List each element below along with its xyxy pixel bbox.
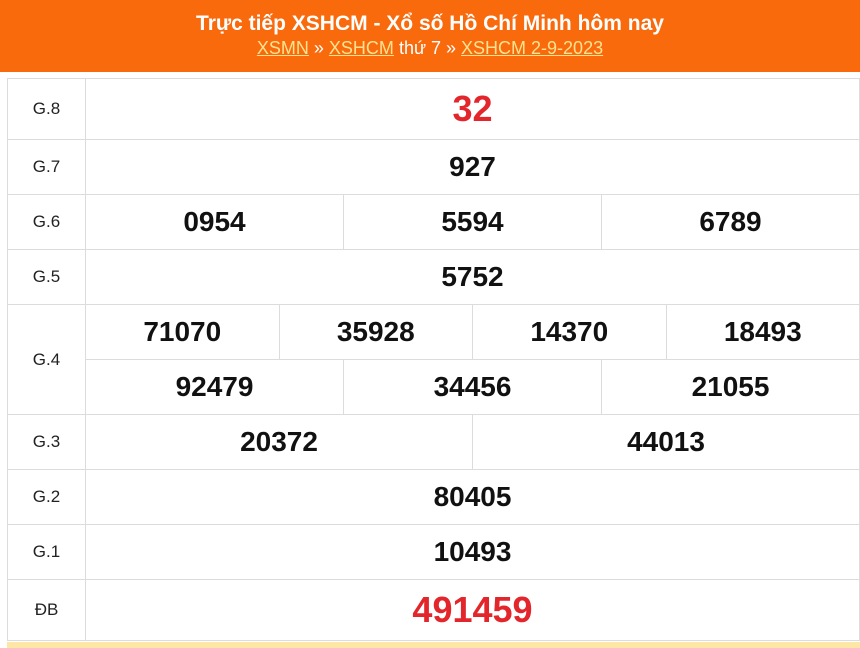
prize-number: 10493 xyxy=(85,524,860,580)
breadcrumb-link-xshcm[interactable]: XSHCM xyxy=(328,38,394,58)
prize-row-g8: G.8 32 xyxy=(7,78,860,140)
prize-row-g3: G.3 20372 44013 xyxy=(7,414,860,470)
prize-number: 92479 xyxy=(175,371,254,402)
prize-label: G.1 xyxy=(7,524,86,580)
footer-strip xyxy=(7,642,860,648)
prize-number: 34456 xyxy=(343,360,601,414)
prize-number: 0954 xyxy=(183,206,246,237)
breadcrumb: XSMN » XSHCM thứ 7 » XSHCM 2-9-2023 xyxy=(0,36,860,60)
prize-number: 21055 xyxy=(601,360,859,414)
breadcrumb-separator: » xyxy=(441,38,462,58)
prize-label: G.2 xyxy=(7,469,86,525)
breadcrumb-separator: » xyxy=(308,38,329,58)
page-header: Trực tiếp XSHCM - Xổ số Hồ Chí Minh hôm … xyxy=(0,0,860,72)
prize-number: 5594 xyxy=(343,195,601,249)
prize-number: 20372 xyxy=(240,426,318,457)
breadcrumb-link-date[interactable]: XSHCM 2-9-2023 xyxy=(461,38,604,58)
breadcrumb-link-xsmn[interactable]: XSMN xyxy=(256,38,309,58)
prize-row-g4: G.4 71070 35928 14370 18493 92479 34456 … xyxy=(7,304,860,415)
prize-label: G.5 xyxy=(7,249,86,305)
prize-row-g1: G.1 10493 xyxy=(7,524,860,580)
special-prize-number: 491459 xyxy=(85,579,860,641)
prize-number: 18493 xyxy=(665,305,860,359)
prize-number: 44013 xyxy=(472,415,859,469)
prize-label: G.7 xyxy=(7,139,86,195)
prize-row-g7: G.7 927 xyxy=(7,139,860,195)
prize-row-special: ĐB 491459 xyxy=(7,579,860,641)
prize-number: 14370 xyxy=(472,305,666,359)
prize-number: 927 xyxy=(85,139,860,195)
prize-label: G.4 xyxy=(7,304,86,415)
prize-label: G.6 xyxy=(7,194,86,250)
prize-label: G.3 xyxy=(7,414,86,470)
prize-row-g5: G.5 5752 xyxy=(7,249,860,305)
prize-row-g2: G.2 80405 xyxy=(7,469,860,525)
prize-number: 71070 xyxy=(143,316,222,347)
prize-label: G.8 xyxy=(7,78,86,140)
page-title: Trực tiếp XSHCM - Xổ số Hồ Chí Minh hôm … xyxy=(196,12,664,35)
prize-number: 5752 xyxy=(85,249,860,305)
results-table: G.8 32 G.7 927 G.6 0954 5594 6789 G.5 57… xyxy=(7,78,860,641)
prize-row-g6: G.6 0954 5594 6789 xyxy=(7,194,860,250)
breadcrumb-day: thứ 7 xyxy=(393,38,442,58)
prize-number: 6789 xyxy=(601,195,859,249)
prize-number: 80405 xyxy=(85,469,860,525)
prize-number: 35928 xyxy=(278,305,473,359)
prize-label: ĐB xyxy=(7,579,86,641)
prize-number: 32 xyxy=(85,78,860,140)
